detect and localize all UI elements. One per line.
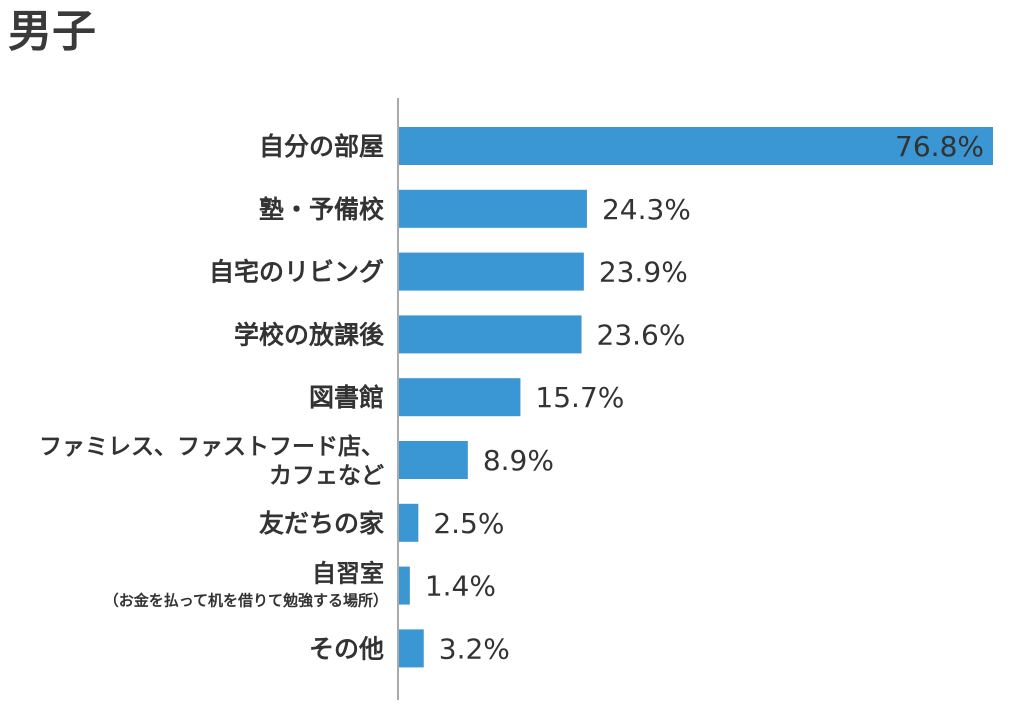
value-label-2: 23.9% (599, 256, 688, 289)
value-label-6: 2.5% (433, 507, 504, 540)
bar-0 (399, 127, 993, 165)
bar-1 (399, 189, 587, 228)
bar-3 (399, 315, 582, 354)
category-label-8: その他 (309, 634, 384, 663)
bar-5 (399, 441, 468, 479)
bar-4 (399, 378, 521, 417)
category-label-2: 自宅のリビング (209, 258, 384, 287)
bar-6 (399, 503, 419, 542)
category-label-3: 学校の放課後 (234, 320, 385, 349)
value-label-8: 3.2% (439, 632, 510, 665)
bar-2 (399, 252, 584, 291)
value-label-4: 15.7% (535, 381, 624, 414)
bar-8 (399, 629, 424, 668)
category-label-0: 自分の部屋 (259, 132, 384, 161)
category-label-1: 塾・予備校 (259, 195, 385, 224)
bar-7 (399, 566, 410, 605)
value-label-5: 8.9% (483, 444, 554, 477)
chart-title: 男子 (8, 6, 96, 57)
value-label-7: 1.4% (425, 570, 496, 603)
value-label-3: 23.6% (597, 318, 686, 351)
value-label-0: 76.8% (895, 130, 984, 163)
category-label-5: ファミレス、ファストフード店、カフェなど (39, 434, 384, 489)
category-label-6: 友だちの家 (259, 509, 384, 538)
bars-layer: 76.8% 自分の部屋 24.3% 塾・予備校 23.9% 自宅のリビング 23.6% 学校の… (39, 127, 993, 668)
category-sublabel-7: （お金を払って机を借りて勉強する場所） (104, 592, 388, 610)
category-label-4: 図書館 (309, 383, 384, 412)
category-label-7: 自習室（お金を払って机を借りて勉強する場所） (104, 560, 388, 610)
value-label-1: 24.3% (602, 193, 691, 226)
